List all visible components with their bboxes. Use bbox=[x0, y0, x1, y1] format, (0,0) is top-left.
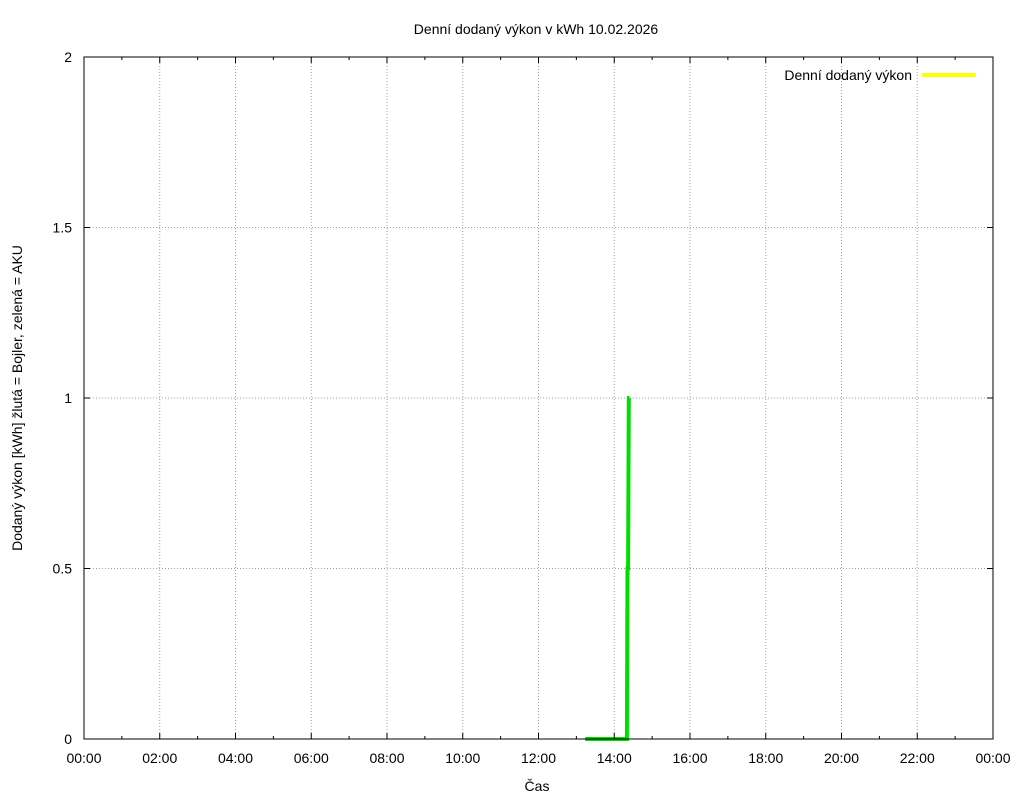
x-tick-label: 06:00 bbox=[294, 750, 329, 766]
y-tick-label: 1.5 bbox=[53, 220, 73, 236]
y-tick-label: 0 bbox=[64, 731, 72, 747]
x-axis-label: Čas bbox=[525, 778, 550, 794]
x-tick-label: 18:00 bbox=[748, 750, 783, 766]
x-tick-label: 08:00 bbox=[369, 750, 404, 766]
y-tick-label: 0.5 bbox=[53, 561, 73, 577]
y-tick-label: 2 bbox=[64, 49, 72, 65]
grid bbox=[84, 57, 993, 739]
x-tick-label: 02:00 bbox=[142, 750, 177, 766]
x-tick-label: 00:00 bbox=[975, 750, 1010, 766]
chart-title: Denní dodaný výkon v kWh 10.02.2026 bbox=[414, 21, 659, 37]
x-tick-label: 20:00 bbox=[824, 750, 859, 766]
legend-label-bojler: Denní dodaný výkon bbox=[784, 67, 912, 83]
x-tick-label: 22:00 bbox=[900, 750, 935, 766]
x-tick-label: 04:00 bbox=[218, 750, 253, 766]
x-tick-label: 12:00 bbox=[521, 750, 556, 766]
x-tick-label: 10:00 bbox=[445, 750, 480, 766]
x-tick-label: 14:00 bbox=[597, 750, 632, 766]
y-axis-label: Dodaný výkon [kWh] žlutá = Bojler, zelen… bbox=[9, 245, 25, 551]
x-tick-label: 16:00 bbox=[672, 750, 707, 766]
legend: Denní dodaný výkon bbox=[784, 67, 975, 83]
y-tick-label: 1 bbox=[64, 390, 72, 406]
axes: 00:00 02:00 04:00 06:00 08:00 10:00 12:00 14:00… bbox=[53, 49, 1011, 766]
x-tick-label: 00:00 bbox=[66, 750, 101, 766]
